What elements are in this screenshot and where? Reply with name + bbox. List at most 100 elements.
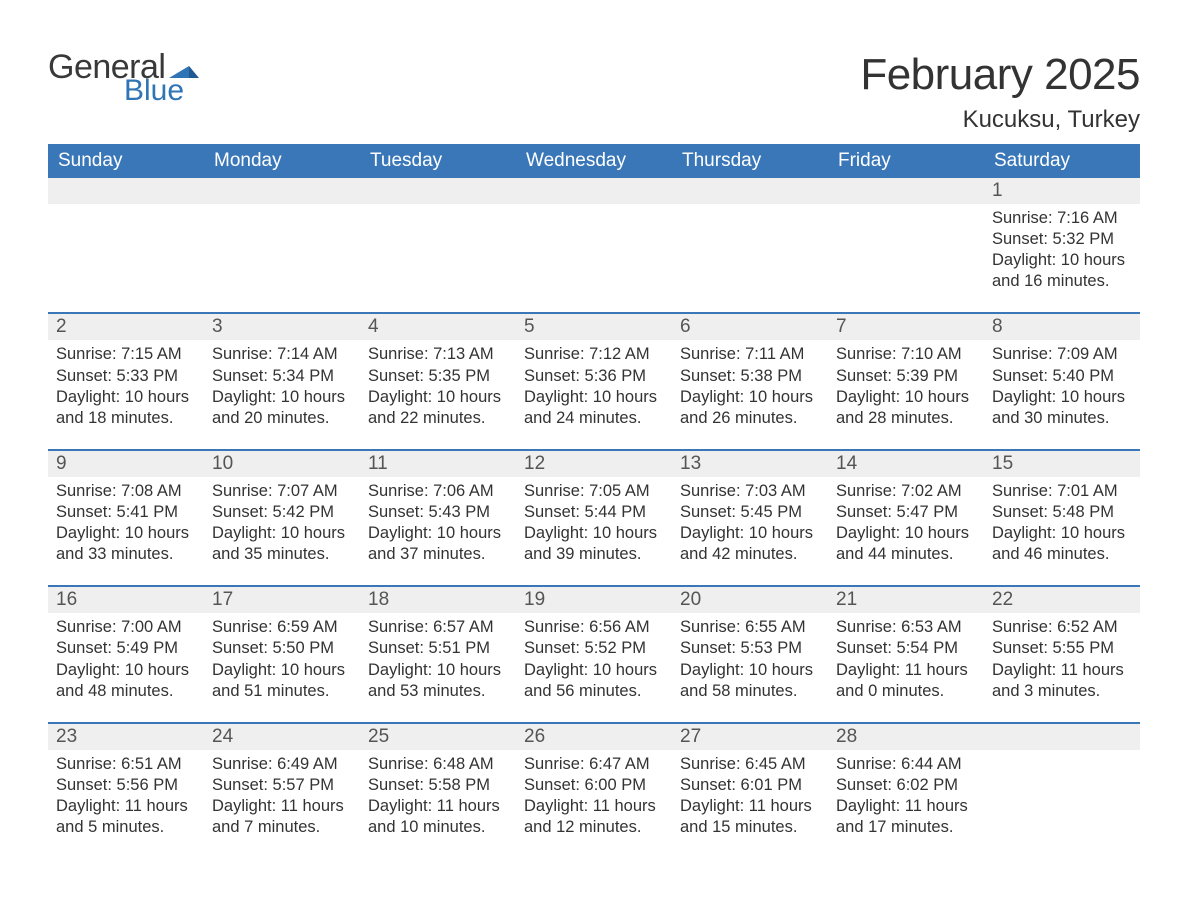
daylight-text: Daylight: 10 hours and 22 minutes. [368, 387, 508, 429]
day-cell: Sunrise: 7:01 AMSunset: 5:48 PMDaylight:… [984, 477, 1140, 571]
day-cell: Sunrise: 7:03 AMSunset: 5:45 PMDaylight:… [672, 477, 828, 571]
day-cell: Sunrise: 6:48 AMSunset: 5:58 PMDaylight:… [360, 750, 516, 844]
day-number [48, 178, 204, 204]
day-cell: Sunrise: 6:47 AMSunset: 6:00 PMDaylight:… [516, 750, 672, 844]
sunset-text: Sunset: 5:48 PM [992, 502, 1132, 523]
daylight-text: Daylight: 10 hours and 53 minutes. [368, 660, 508, 702]
day-number [516, 178, 672, 204]
sunrise-text: Sunrise: 7:08 AM [56, 481, 196, 502]
sunrise-text: Sunrise: 6:51 AM [56, 754, 196, 775]
daylight-text: Daylight: 10 hours and 20 minutes. [212, 387, 352, 429]
daylight-text: Daylight: 11 hours and 3 minutes. [992, 660, 1132, 702]
day-body: Sunrise: 6:51 AMSunset: 5:56 PMDaylight:… [54, 750, 198, 838]
day-body: Sunrise: 6:53 AMSunset: 5:54 PMDaylight:… [834, 613, 978, 701]
daylight-text: Daylight: 11 hours and 7 minutes. [212, 796, 352, 838]
day-number [984, 724, 1140, 750]
day-cell: Sunrise: 6:51 AMSunset: 5:56 PMDaylight:… [48, 750, 204, 844]
day-number: 17 [204, 587, 360, 613]
day-cell: Sunrise: 7:16 AMSunset: 5:32 PMDaylight:… [984, 204, 1140, 298]
day-body: Sunrise: 7:11 AMSunset: 5:38 PMDaylight:… [678, 340, 822, 428]
day-cell: Sunrise: 7:08 AMSunset: 5:41 PMDaylight:… [48, 477, 204, 571]
day-cell [984, 750, 1140, 844]
sunset-text: Sunset: 5:51 PM [368, 638, 508, 659]
sunset-text: Sunset: 5:35 PM [368, 366, 508, 387]
sunset-text: Sunset: 6:02 PM [836, 775, 976, 796]
daylight-text: Daylight: 10 hours and 24 minutes. [524, 387, 664, 429]
daylight-text: Daylight: 10 hours and 26 minutes. [680, 387, 820, 429]
dow-cell: Monday [204, 144, 360, 178]
day-cell: Sunrise: 7:02 AMSunset: 5:47 PMDaylight:… [828, 477, 984, 571]
day-body: Sunrise: 6:48 AMSunset: 5:58 PMDaylight:… [366, 750, 510, 838]
daylight-text: Daylight: 11 hours and 12 minutes. [524, 796, 664, 838]
day-cell: Sunrise: 7:05 AMSunset: 5:44 PMDaylight:… [516, 477, 672, 571]
day-cell: Sunrise: 6:49 AMSunset: 5:57 PMDaylight:… [204, 750, 360, 844]
sunrise-text: Sunrise: 7:06 AM [368, 481, 508, 502]
sunrise-text: Sunrise: 7:13 AM [368, 344, 508, 365]
sunrise-text: Sunrise: 7:14 AM [212, 344, 352, 365]
brand-logo: General Blue [48, 50, 199, 106]
day-cell: Sunrise: 6:55 AMSunset: 5:53 PMDaylight:… [672, 613, 828, 707]
sunset-text: Sunset: 5:42 PM [212, 502, 352, 523]
day-number: 5 [516, 314, 672, 340]
sunrise-text: Sunrise: 7:09 AM [992, 344, 1132, 365]
day-body: Sunrise: 7:10 AMSunset: 5:39 PMDaylight:… [834, 340, 978, 428]
day-number: 11 [360, 451, 516, 477]
daylight-text: Daylight: 10 hours and 58 minutes. [680, 660, 820, 702]
day-body: Sunrise: 6:47 AMSunset: 6:00 PMDaylight:… [522, 750, 666, 838]
day-body: Sunrise: 7:08 AMSunset: 5:41 PMDaylight:… [54, 477, 198, 565]
sunset-text: Sunset: 5:57 PM [212, 775, 352, 796]
sunset-text: Sunset: 5:33 PM [56, 366, 196, 387]
day-number: 24 [204, 724, 360, 750]
sunset-text: Sunset: 5:45 PM [680, 502, 820, 523]
day-body: Sunrise: 6:55 AMSunset: 5:53 PMDaylight:… [678, 613, 822, 701]
sunrise-text: Sunrise: 6:56 AM [524, 617, 664, 638]
day-cell [516, 204, 672, 298]
day-cell: Sunrise: 7:07 AMSunset: 5:42 PMDaylight:… [204, 477, 360, 571]
sunrise-text: Sunrise: 7:05 AM [524, 481, 664, 502]
sunrise-text: Sunrise: 6:57 AM [368, 617, 508, 638]
daylight-text: Daylight: 10 hours and 30 minutes. [992, 387, 1132, 429]
day-number: 2 [48, 314, 204, 340]
sunrise-text: Sunrise: 7:16 AM [992, 208, 1132, 229]
day-cell: Sunrise: 7:11 AMSunset: 5:38 PMDaylight:… [672, 340, 828, 434]
sunset-text: Sunset: 5:41 PM [56, 502, 196, 523]
day-number: 7 [828, 314, 984, 340]
sunset-text: Sunset: 5:34 PM [212, 366, 352, 387]
dow-cell: Sunday [48, 144, 204, 178]
sunset-text: Sunset: 6:01 PM [680, 775, 820, 796]
day-number: 28 [828, 724, 984, 750]
daylight-text: Daylight: 11 hours and 15 minutes. [680, 796, 820, 838]
sunset-text: Sunset: 5:58 PM [368, 775, 508, 796]
day-number [204, 178, 360, 204]
sunset-text: Sunset: 5:52 PM [524, 638, 664, 659]
sunrise-text: Sunrise: 6:59 AM [212, 617, 352, 638]
dow-cell: Wednesday [516, 144, 672, 178]
day-number: 8 [984, 314, 1140, 340]
daylight-text: Daylight: 11 hours and 5 minutes. [56, 796, 196, 838]
daylight-text: Daylight: 10 hours and 42 minutes. [680, 523, 820, 565]
day-cell [672, 204, 828, 298]
title-block: February 2025 Kucuksu, Turkey [860, 50, 1140, 134]
days-of-week-header: SundayMondayTuesdayWednesdayThursdayFrid… [48, 144, 1140, 178]
day-cell [828, 204, 984, 298]
daylight-text: Daylight: 10 hours and 18 minutes. [56, 387, 196, 429]
sunset-text: Sunset: 5:44 PM [524, 502, 664, 523]
day-body: Sunrise: 6:44 AMSunset: 6:02 PMDaylight:… [834, 750, 978, 838]
sunrise-text: Sunrise: 7:12 AM [524, 344, 664, 365]
sunrise-text: Sunrise: 7:07 AM [212, 481, 352, 502]
daylight-text: Daylight: 11 hours and 10 minutes. [368, 796, 508, 838]
day-body: Sunrise: 6:56 AMSunset: 5:52 PMDaylight:… [522, 613, 666, 701]
day-number: 12 [516, 451, 672, 477]
day-body: Sunrise: 7:14 AMSunset: 5:34 PMDaylight:… [210, 340, 354, 428]
day-body: Sunrise: 7:02 AMSunset: 5:47 PMDaylight:… [834, 477, 978, 565]
day-number-row: 232425262728 [48, 722, 1140, 750]
daylight-text: Daylight: 10 hours and 56 minutes. [524, 660, 664, 702]
day-number: 1 [984, 178, 1140, 204]
day-number: 9 [48, 451, 204, 477]
sunrise-text: Sunrise: 7:01 AM [992, 481, 1132, 502]
page-header: General Blue February 2025 Kucuksu, Turk… [48, 50, 1140, 134]
day-number-row: 9101112131415 [48, 449, 1140, 477]
day-body: Sunrise: 7:07 AMSunset: 5:42 PMDaylight:… [210, 477, 354, 565]
daylight-text: Daylight: 10 hours and 28 minutes. [836, 387, 976, 429]
day-body: Sunrise: 7:00 AMSunset: 5:49 PMDaylight:… [54, 613, 198, 701]
